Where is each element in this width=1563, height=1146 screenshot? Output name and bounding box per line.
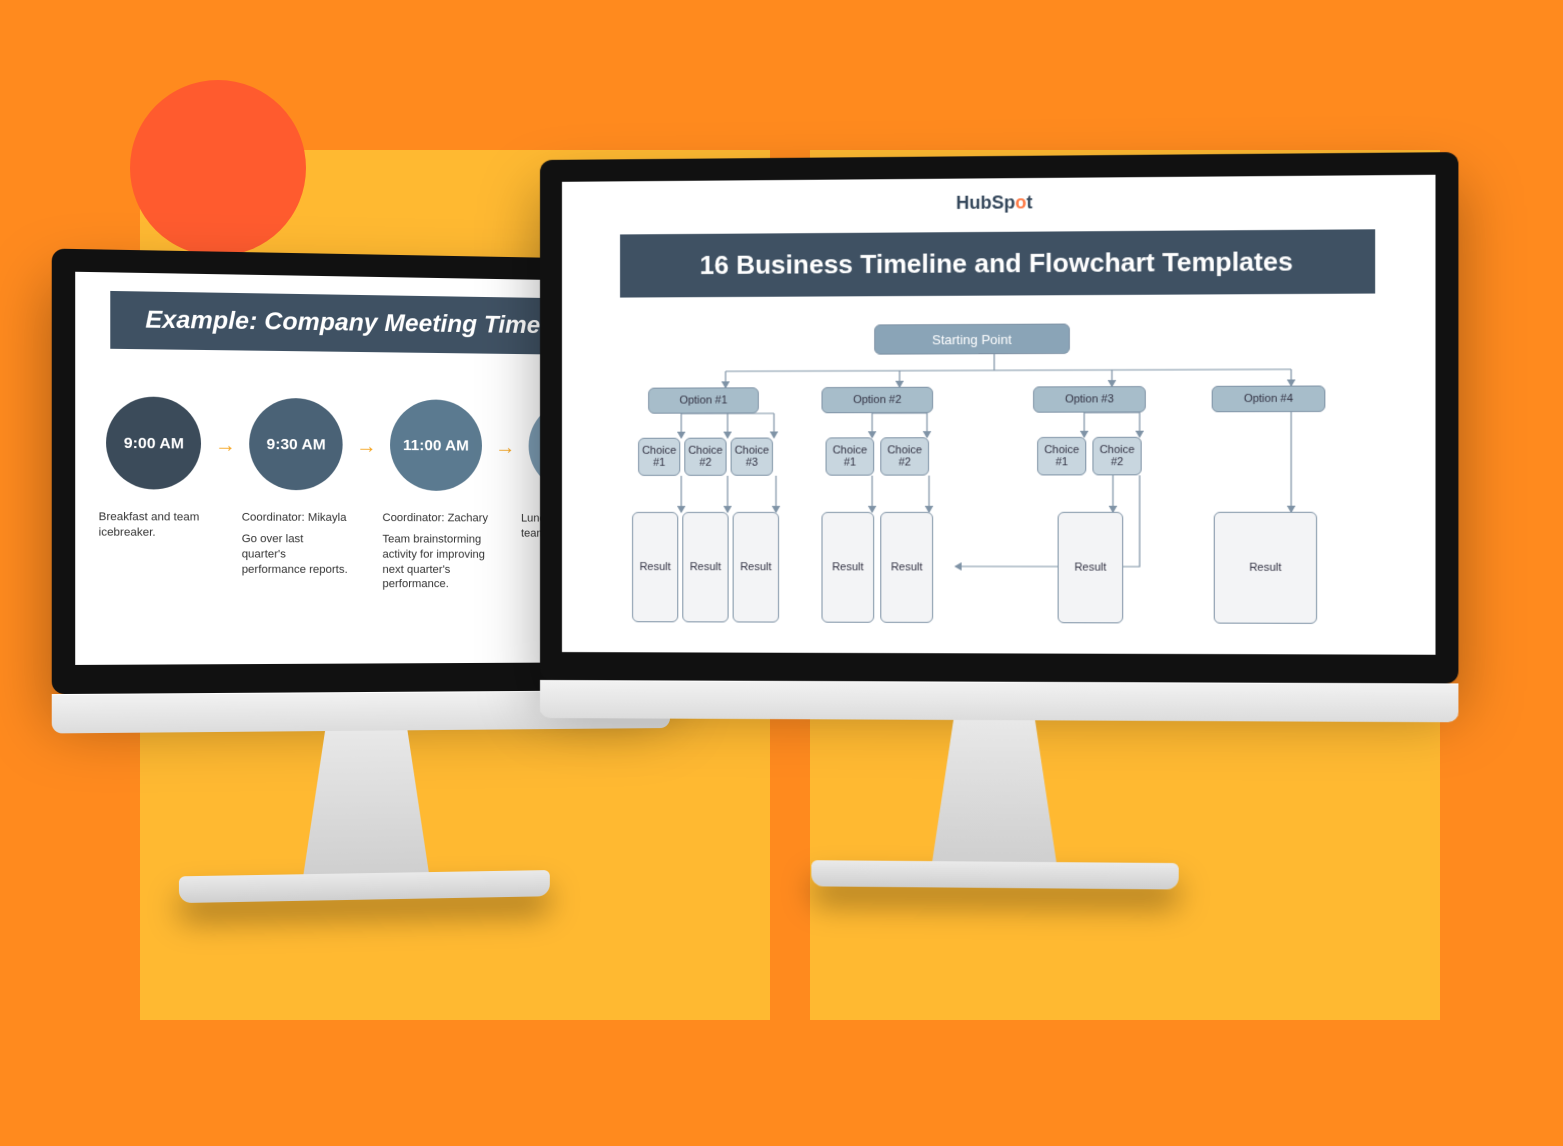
flow-results-3: Result: [821, 512, 874, 623]
monitor-right-stand-base: [811, 860, 1178, 889]
flow-choices-3: Choice #1: [826, 437, 875, 475]
flow-options-1: Option #2: [821, 387, 933, 414]
timeline-circle-0: 9:00 AM: [106, 396, 201, 489]
flow-results-2: Result: [733, 512, 779, 623]
hubspot-logo: HubSpot: [588, 189, 1408, 216]
flow-results-0: Result: [632, 512, 678, 622]
right-title-bar: 16 Business Timeline and Flowchart Templ…: [620, 229, 1375, 297]
timeline-circle-2: 11:00 AM: [390, 399, 482, 491]
timeline-caption-1-head: Coordinator: Mikayla: [242, 510, 351, 526]
logo-text-o: o: [1015, 192, 1026, 212]
flow-results-5: Result: [1058, 512, 1124, 624]
timeline-arrow-1: →: [354, 399, 378, 459]
timeline-item-1: 9:30 AM Coordinator: Mikayla Go over last …: [237, 398, 354, 578]
timeline-caption-2-body: Team brainstorming activity for improvin…: [382, 532, 489, 592]
timeline-caption-2: Coordinator: Zachary Team brainstorming a…: [378, 511, 493, 593]
timeline-caption-1: Coordinator: Mikayla Go over last quarter…: [237, 510, 354, 577]
flow-options-3: Option #4: [1212, 385, 1326, 412]
timeline-caption-0: Breakfast and team icebreaker.: [94, 510, 213, 541]
flow-choices-1: Choice #2: [684, 438, 726, 476]
timeline-caption-1-body: Go over last quarter's performance repor…: [242, 532, 351, 578]
monitor-right-bezel: HubSpot 16 Business Timeline and Flowcha…: [540, 152, 1458, 683]
flow-choices-2: Choice #3: [731, 438, 773, 476]
monitor-right-stand-neck: [913, 720, 1076, 863]
timeline-item-2: 11:00 AM Coordinator: Zachary Team brainst…: [378, 399, 493, 592]
timeline-arrow-0: →: [213, 397, 237, 458]
flow-results-6: Result: [1214, 512, 1317, 624]
flow-start: Starting Point: [874, 324, 1070, 355]
flowchart: Starting Point Option #1 Option #2 Option #…: [588, 322, 1408, 655]
flow-choices-5: Choice #1: [1037, 437, 1086, 476]
monitor-right-screen: HubSpot 16 Business Timeline and Flowcha…: [562, 175, 1436, 655]
monitor-right-chin: [540, 680, 1458, 722]
timeline-caption-2-head: Coordinator: Zachary: [382, 511, 489, 526]
flow-options-0: Option #1: [648, 387, 759, 413]
flow-choices-6: Choice #2: [1092, 437, 1141, 476]
monitor-left-stand-neck: [284, 730, 449, 875]
timeline-circle-1: 9:30 AM: [249, 398, 342, 491]
timeline-arrow-2: →: [493, 400, 517, 460]
flow-results-1: Result: [682, 512, 728, 622]
logo-text-hub: HubSp: [956, 192, 1015, 213]
flow-options-2: Option #3: [1033, 386, 1146, 413]
flow-edge-1: [726, 369, 1292, 371]
monitor-right: HubSpot 16 Business Timeline and Flowcha…: [540, 152, 1458, 892]
accent-circle: [130, 80, 306, 256]
flow-results-4: Result: [880, 512, 933, 623]
flow-choices-4: Choice #2: [880, 437, 929, 475]
timeline-item-0: 9:00 AM Breakfast and team icebreaker.: [94, 396, 213, 547]
flow-choices-0: Choice #1: [638, 438, 680, 476]
logo-text-t: t: [1026, 192, 1032, 212]
timeline-caption-0-head: Breakfast and team icebreaker.: [99, 510, 209, 541]
